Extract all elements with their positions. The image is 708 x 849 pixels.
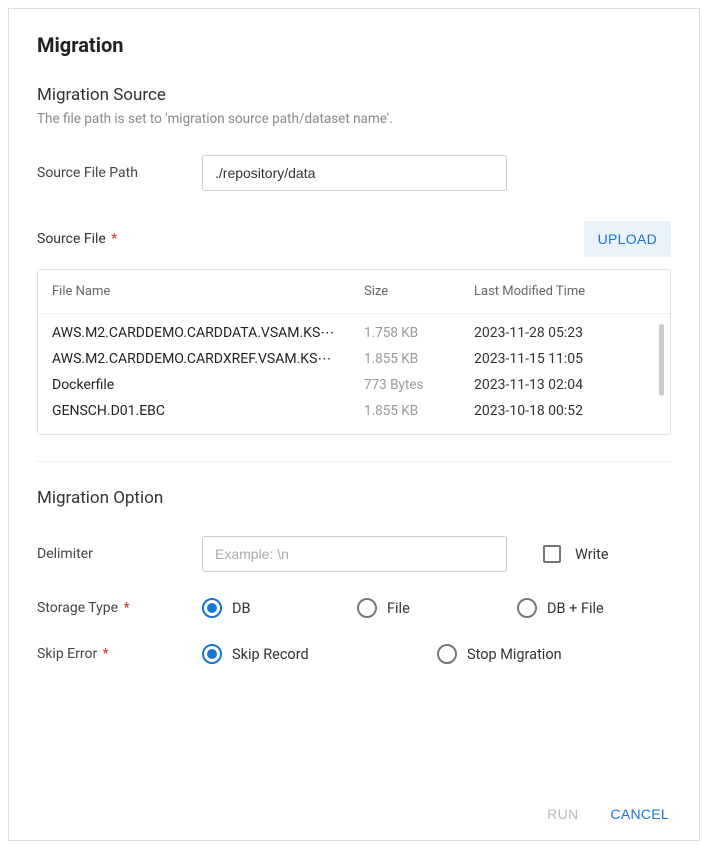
radio-icon[interactable]	[517, 598, 537, 618]
file-time: 2023-11-28 05:23	[464, 325, 644, 341]
radio-icon[interactable]	[437, 644, 457, 664]
col-time: Last Modified Time	[464, 284, 644, 299]
write-label: Write	[575, 546, 609, 563]
radio-label: Stop Migration	[467, 646, 562, 663]
upload-button[interactable]: UPLOAD	[584, 221, 671, 257]
page-title: Migration	[37, 33, 671, 57]
table-row[interactable]: GENSCH.D01.EBC1.855 KB2023-10-18 00:52	[52, 398, 656, 424]
file-time: 2023-11-13 02:04	[464, 377, 644, 393]
file-name: AWS.M2.CARDDEMO.CARDDATA.VSAM.KS⋯	[52, 325, 364, 341]
source-subtext: The file path is set to 'migration sourc…	[37, 111, 671, 127]
file-name: AWS.M2.CARDDEMO.CARDXREF.VSAM.KS⋯	[52, 351, 364, 367]
col-filename: File Name	[52, 284, 364, 299]
file-time: 2023-10-18 00:52	[464, 403, 644, 419]
cancel-button[interactable]: CANCEL	[608, 802, 671, 826]
storage-option-file[interactable]: File	[357, 598, 517, 618]
file-size: 1.855 KB	[364, 351, 464, 367]
file-size: 1.855 KB	[364, 403, 464, 419]
footer-actions: RUN CANCEL	[37, 792, 671, 826]
storage-type-label: Storage Type *	[37, 600, 202, 616]
file-time: 2023-11-15 11:05	[464, 351, 644, 367]
radio-icon[interactable]	[202, 598, 222, 618]
table-row[interactable]: AWS.M2.CARDDEMO.CARDXREF.VSAM.KS⋯1.855 K…	[52, 346, 656, 372]
option-heading: Migration Option	[37, 488, 671, 508]
divider	[37, 461, 671, 462]
source-path-input[interactable]	[202, 155, 507, 191]
file-table-header: File Name Size Last Modified Time	[38, 270, 670, 314]
table-row[interactable]: Dockerfile773 Bytes2023-11-13 02:04	[52, 372, 656, 398]
radio-icon[interactable]	[357, 598, 377, 618]
source-file-label: Source File *	[37, 231, 117, 247]
source-heading: Migration Source	[37, 85, 671, 105]
delimiter-input[interactable]	[202, 536, 507, 572]
required-asterisk: *	[108, 231, 118, 247]
source-path-label: Source File Path	[37, 165, 202, 181]
scrollbar-thumb[interactable]	[659, 324, 664, 396]
file-name: GENSCH.D01.EBC	[52, 403, 364, 419]
radio-icon[interactable]	[202, 644, 222, 664]
migration-panel: Migration Migration Source The file path…	[8, 8, 700, 841]
radio-label: Skip Record	[232, 646, 309, 663]
source-file-table: File Name Size Last Modified Time AWS.M2…	[37, 269, 671, 435]
skip-option-stop-migration[interactable]: Stop Migration	[437, 644, 562, 664]
write-checkbox[interactable]	[543, 545, 561, 563]
storage-option-db-file[interactable]: DB + File	[517, 598, 604, 618]
file-size: 1.758 KB	[364, 325, 464, 341]
table-row[interactable]: AWS.M2.CARDDEMO.CARDDATA.VSAM.KS⋯1.758 K…	[52, 320, 656, 346]
radio-label: File	[387, 600, 410, 617]
delimiter-label: Delimiter	[37, 546, 202, 562]
skip-error-label: Skip Error *	[37, 646, 202, 662]
radio-label: DB	[232, 600, 251, 617]
file-name: Dockerfile	[52, 377, 364, 393]
storage-option-db[interactable]: DB	[202, 598, 357, 618]
skip-option-skip-record[interactable]: Skip Record	[202, 644, 437, 664]
file-size: 773 Bytes	[364, 377, 464, 393]
radio-label: DB + File	[547, 600, 604, 617]
run-button: RUN	[545, 802, 580, 826]
col-size: Size	[364, 284, 464, 299]
